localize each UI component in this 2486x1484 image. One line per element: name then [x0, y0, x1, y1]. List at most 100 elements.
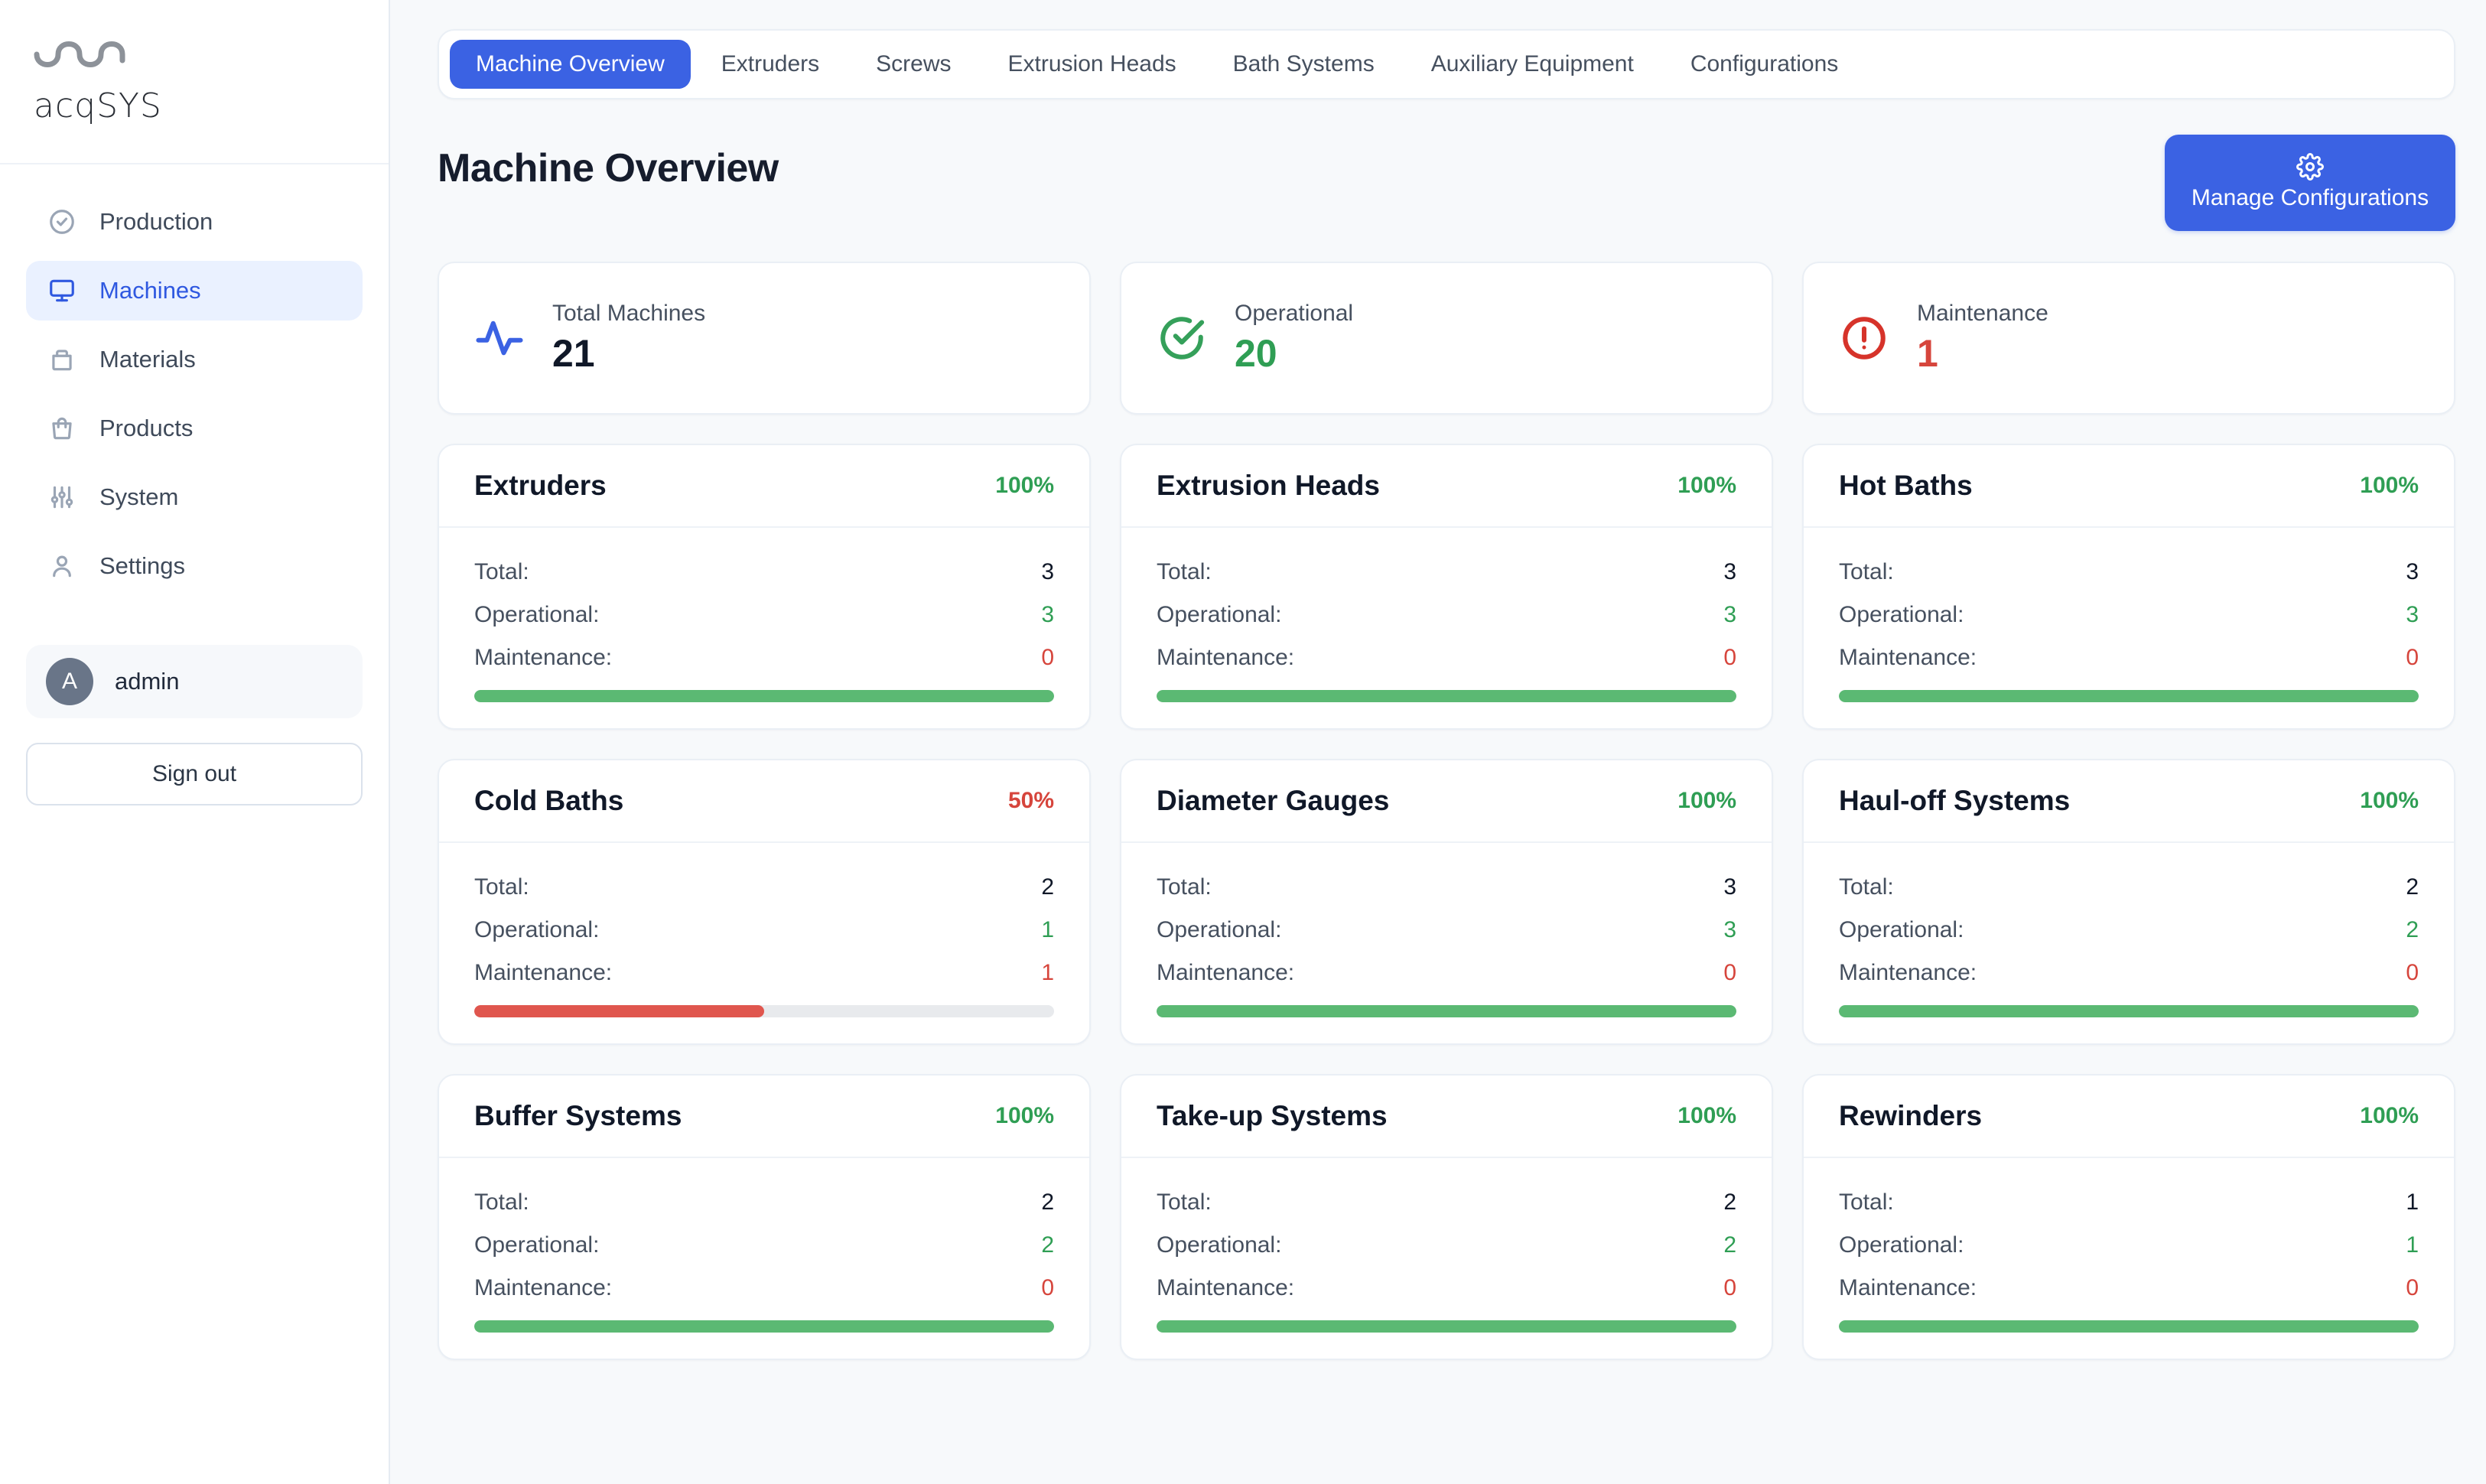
shopping-bag-icon: [52, 417, 72, 440]
category-row-operational: Operational: 3: [1157, 909, 1736, 952]
category-card-body: Total: 2 Operational: 2 Maintenance: 0: [1804, 843, 2454, 1043]
row-label: Maintenance:: [1839, 960, 1977, 985]
tab-machine-overview[interactable]: Machine Overview: [450, 40, 691, 89]
row-label: Operational:: [1157, 917, 1282, 942]
manage-configurations-button[interactable]: Manage Configurations: [2165, 135, 2455, 231]
row-label: Total:: [1157, 559, 1212, 584]
row-label: Total:: [1839, 1189, 1894, 1215]
progress-bar-track: [1157, 1320, 1736, 1333]
tab-bath-systems[interactable]: Bath Systems: [1232, 51, 1375, 76]
category-row-total: Total: 2: [474, 1181, 1054, 1224]
category-card-rewinders: Rewinders 100% Total: 1 Operational: 1 Mainten…: [1802, 1074, 2455, 1360]
tab-extruders[interactable]: Extruders: [721, 51, 820, 76]
row-label: Operational:: [474, 1232, 600, 1258]
progress-bar-fill: [1157, 1320, 1736, 1333]
brand-name: acqSYS: [34, 86, 162, 125]
manage-configurations-label: Manage Configurations: [2191, 185, 2429, 210]
category-percent: 100%: [995, 473, 1054, 498]
progress-bar-fill: [474, 1320, 1054, 1333]
monitor-icon: [50, 279, 74, 302]
wave-logo-icon: [34, 41, 125, 67]
sign-out-button[interactable]: Sign out: [26, 743, 363, 805]
category-card-header: Extruders 100%: [439, 445, 1089, 528]
category-percent: 100%: [2360, 473, 2419, 498]
progress-bar-track: [1157, 1005, 1736, 1017]
row-value: 2: [2406, 917, 2419, 942]
category-card-body: Total: 3 Operational: 3 Maintenance: 0: [1121, 528, 1772, 728]
category-card-cold-baths: Cold Baths 50% Total: 2 Operational: 1 Mainten…: [438, 759, 1091, 1045]
row-value: 2: [1723, 1189, 1736, 1215]
sidebar-item-products[interactable]: Products: [26, 399, 363, 458]
category-title: Extruders: [474, 470, 607, 501]
category-row-operational: Operational: 3: [1157, 594, 1736, 636]
row-value: 1: [1041, 960, 1054, 985]
sidebar-item-materials[interactable]: Materials: [26, 330, 363, 389]
tab-screws[interactable]: Screws: [876, 51, 952, 76]
row-label: Maintenance:: [474, 1275, 613, 1300]
category-row-total: Total: 2: [1157, 1181, 1736, 1224]
category-title: Buffer Systems: [474, 1100, 682, 1131]
summary-label: Operational: [1235, 301, 1354, 326]
summary-value: 20: [1235, 332, 1277, 375]
row-label: Maintenance:: [1839, 1275, 1977, 1300]
row-label: Total:: [1157, 874, 1212, 900]
category-row-total: Total: 3: [1157, 551, 1736, 594]
row-value: 0: [1041, 1275, 1054, 1300]
category-card-extrusion-heads: Extrusion Heads 100% Total: 3 Operational: 3 M…: [1120, 444, 1773, 730]
category-percent: 100%: [995, 1103, 1054, 1128]
brand-logo[interactable]: acqSYS: [0, 0, 389, 164]
row-value: 3: [1041, 559, 1054, 584]
category-percent: 100%: [1677, 788, 1736, 813]
row-label: Maintenance:: [474, 960, 613, 985]
sidebar-user-zone: A admin Sign out: [0, 645, 389, 805]
category-row-operational: Operational: 3: [474, 594, 1054, 636]
category-card-header: Diameter Gauges 100%: [1121, 760, 1772, 843]
tab-extrusion-heads[interactable]: Extrusion Heads: [1007, 51, 1176, 76]
category-card-extruders: Extruders 100% Total: 3 Operational: 3 Mainten…: [438, 444, 1091, 730]
row-value: 0: [2406, 1275, 2419, 1300]
sidebar-item-label: Machines: [99, 277, 201, 304]
sidebar-item-production[interactable]: Production: [26, 192, 363, 252]
row-value: 1: [1041, 917, 1054, 942]
user-card[interactable]: A admin: [26, 645, 363, 718]
category-row-total: Total: 3: [474, 551, 1054, 594]
category-card-body: Total: 3 Operational: 3 Maintenance: 0: [439, 528, 1089, 728]
row-label: Maintenance:: [1839, 645, 1977, 670]
row-value: 1: [2406, 1232, 2419, 1258]
category-percent: 100%: [2360, 1103, 2419, 1128]
gear-icon: [2296, 153, 2324, 181]
category-card-header: Rewinders 100%: [1804, 1076, 2454, 1158]
sidebar-item-system[interactable]: System: [26, 467, 363, 527]
category-percent: 50%: [1007, 788, 1054, 813]
summary-label: Maintenance: [1917, 301, 2048, 326]
category-title: Cold Baths: [474, 785, 624, 816]
row-value: 2: [1723, 1232, 1736, 1258]
category-card-body: Total: 2 Operational: 1 Maintenance: 1: [439, 843, 1089, 1043]
row-value: 3: [2406, 559, 2419, 584]
category-row-maintenance: Maintenance: 0: [1839, 1267, 2419, 1310]
category-card-header: Hot Baths 100%: [1804, 445, 2454, 528]
sidebar-item-machines[interactable]: Machines: [26, 261, 363, 321]
row-label: Total:: [1839, 874, 1894, 900]
row-label: Total:: [474, 874, 529, 900]
row-label: Maintenance:: [1157, 1275, 1295, 1300]
sidebar-item-label: Products: [99, 415, 194, 441]
category-title: Rewinders: [1839, 1100, 1983, 1131]
tab-bar: Machine Overview Extruders Screws Extrus…: [438, 29, 2455, 99]
tab-auxiliary-equipment[interactable]: Auxiliary Equipment: [1430, 51, 1634, 76]
row-value: 3: [1041, 602, 1054, 627]
row-value: 0: [2406, 960, 2419, 985]
tab-configurations[interactable]: Configurations: [1690, 51, 1839, 76]
category-card-haul-off-systems: Haul-off Systems 100% Total: 2 Operational: 2…: [1802, 759, 2455, 1045]
sidebar-item-label: Production: [99, 208, 213, 235]
user-name: admin: [115, 668, 180, 695]
page-header: Machine Overview Manage Configurations: [438, 135, 2455, 231]
progress-bar-track: [474, 1005, 1054, 1017]
category-row-maintenance: Maintenance: 1: [474, 952, 1054, 994]
row-value: 0: [1723, 645, 1736, 670]
category-cards: Extruders 100% Total: 3 Operational: 3 Mainten…: [438, 444, 2455, 1360]
category-row-maintenance: Maintenance: 0: [1839, 952, 2419, 994]
progress-bar-fill: [474, 1005, 764, 1017]
sidebar-item-settings[interactable]: Settings: [26, 536, 363, 596]
progress-bar-fill: [1839, 1005, 2419, 1017]
